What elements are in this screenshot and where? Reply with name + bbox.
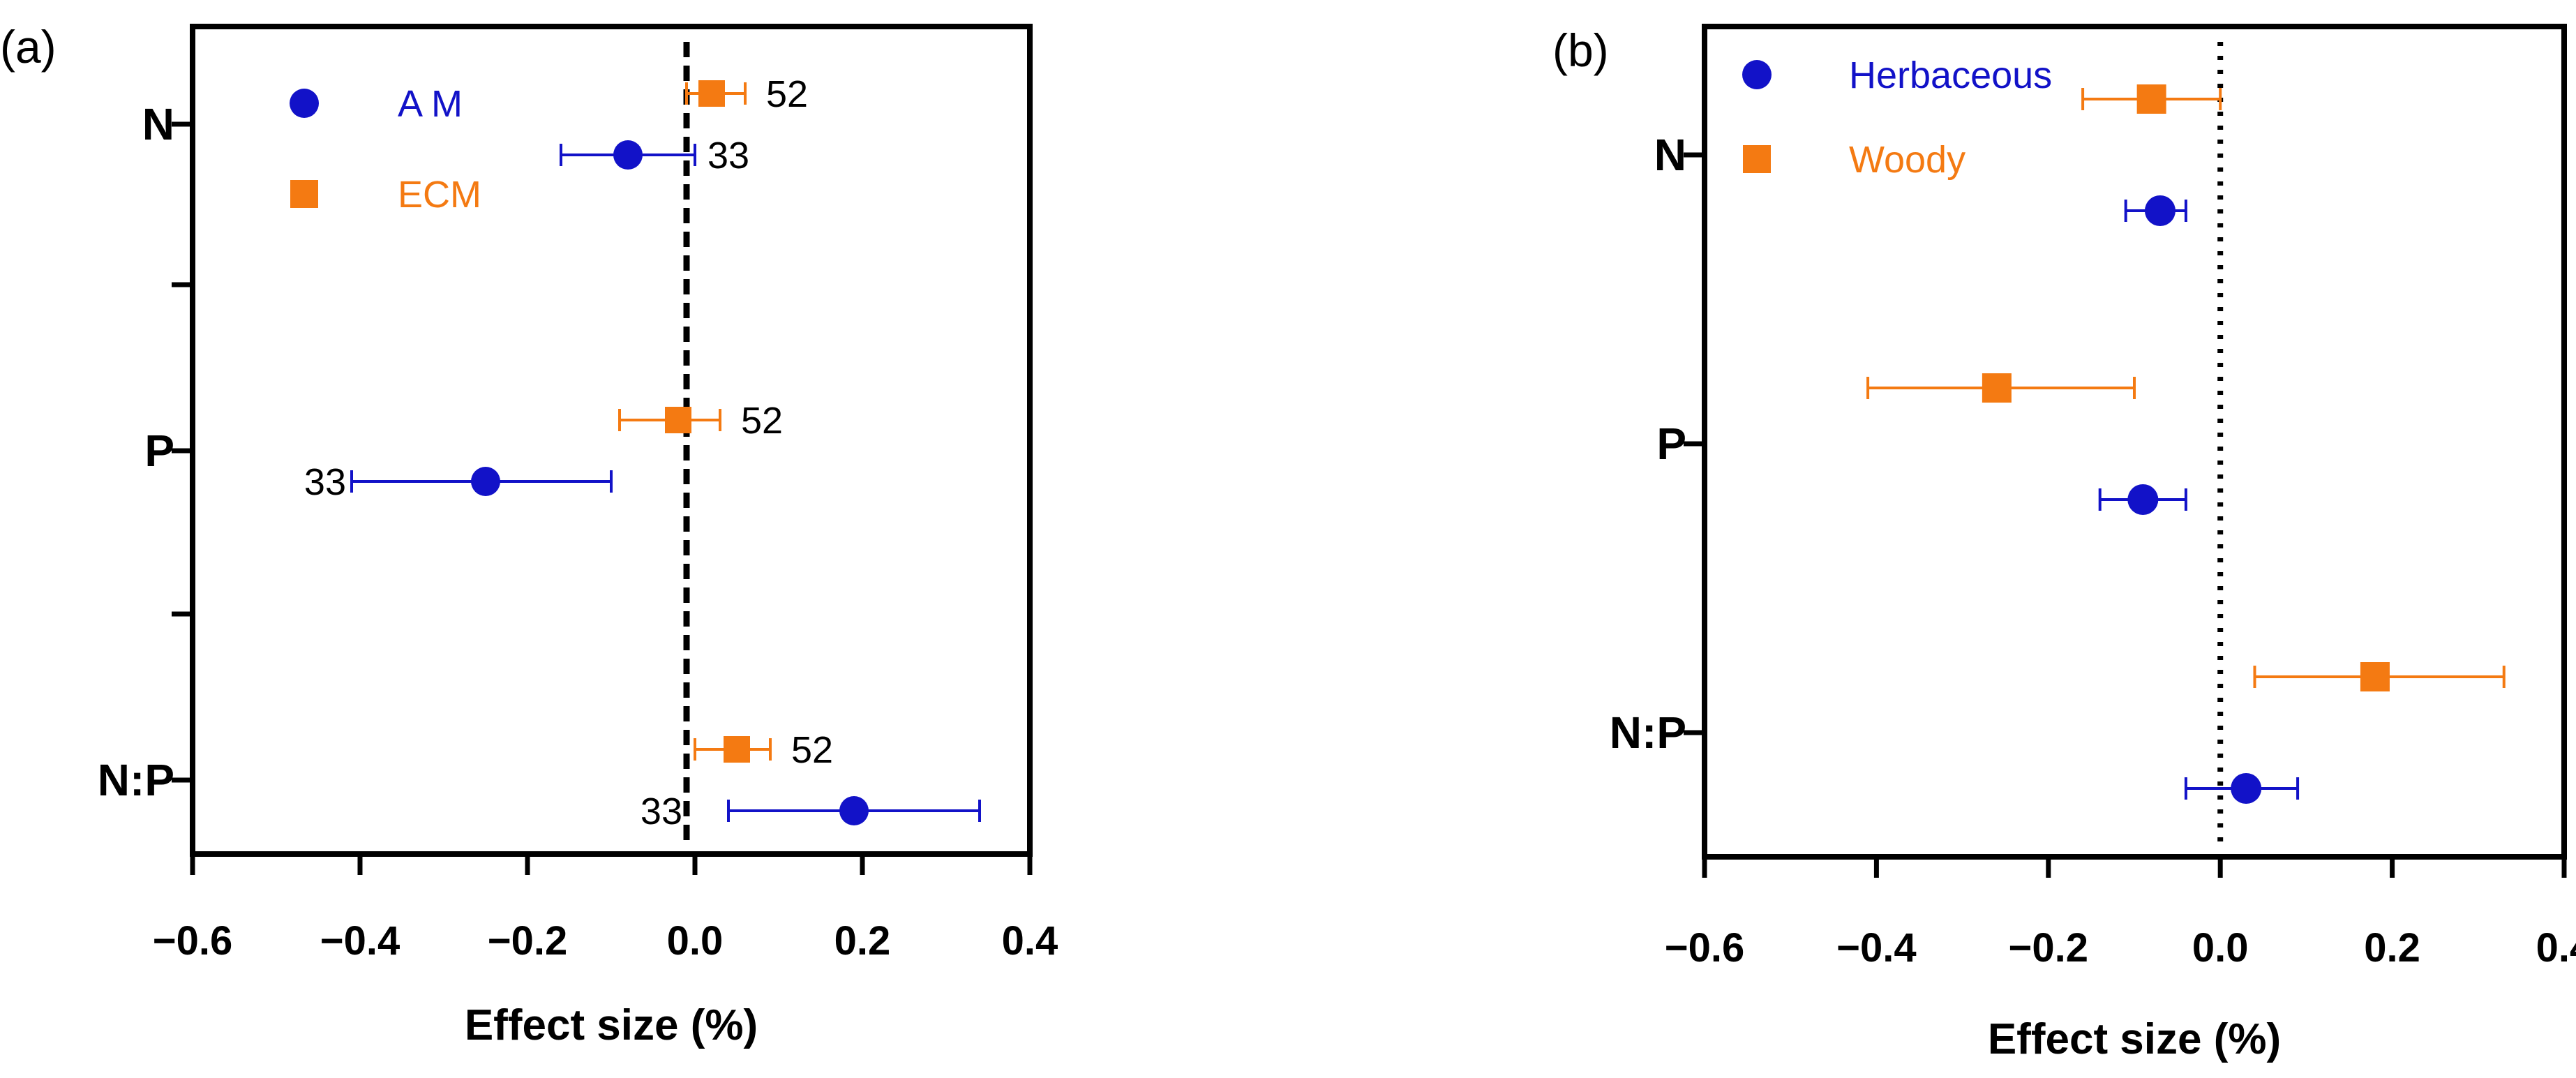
panel-b-x-tick-label: −0.2 xyxy=(2009,925,2089,971)
panel-a-x-tick-label: 0.2 xyxy=(834,918,891,964)
panel-b-x-tick-label: −0.4 xyxy=(1836,925,1917,971)
panel-a-point-marker xyxy=(724,736,750,763)
panel-a-legend-marker xyxy=(290,180,318,208)
panel-a-x-tick-label: 0.4 xyxy=(1002,918,1058,964)
panel-b-category-label: P xyxy=(1656,419,1686,469)
panel-b-x-tick-label: 0.4 xyxy=(2536,925,2576,971)
panel-b-plot-frame xyxy=(1702,24,2567,860)
panel-a-point-marker xyxy=(471,467,500,496)
panel-a-sample-size-label: 52 xyxy=(766,73,808,115)
panel-b-category-label: N xyxy=(1654,130,1686,180)
panel-b-point-marker xyxy=(2231,773,2262,804)
panel-a-panel-label: (a) xyxy=(0,21,57,73)
panel-a-point-marker xyxy=(698,80,725,107)
panel-a-x-tick-label: −0.6 xyxy=(153,918,233,964)
panel-a-point-marker xyxy=(665,407,691,433)
panel-b-x-tick-label: 0.2 xyxy=(2364,925,2420,971)
panel-a-category-label: N xyxy=(142,99,174,149)
panel-a-sample-size-label: 33 xyxy=(707,135,749,177)
panel-b-x-tick-label: −0.6 xyxy=(1665,925,1745,971)
panel-a-sample-size-label: 52 xyxy=(791,729,833,771)
panel-a-legend-label: ECM xyxy=(398,174,481,216)
panel-a-point-marker xyxy=(613,140,643,170)
panel-b-point-marker xyxy=(1982,373,2012,403)
panel-b-point-marker xyxy=(2127,484,2159,515)
panel-a-category-label: N:P xyxy=(98,755,174,805)
panel-a-plot-frame xyxy=(190,24,1033,857)
panel-a-x-tick-label: −0.4 xyxy=(320,918,400,964)
panel-a-sample-size-label: 52 xyxy=(741,400,783,442)
panel-b-legend-marker xyxy=(1743,145,1771,173)
panel-b-legend-label: Herbaceous xyxy=(1849,54,2052,96)
panel-a-sample-size-label: 33 xyxy=(304,461,346,503)
panel-a-category-label: P xyxy=(144,426,174,476)
panel-a-legend-label: A M xyxy=(398,83,463,125)
panel-a-x-tick-label: 0.0 xyxy=(667,918,724,964)
panel-b-point-marker xyxy=(2144,195,2176,226)
panel-b-category-label: N:P xyxy=(1610,708,1686,758)
panel-b-legend-label: Woody xyxy=(1849,139,1965,181)
panel-b-legend-marker xyxy=(1742,60,1772,89)
panel-b-panel-label: (b) xyxy=(1552,24,1609,76)
panel-a-sample-size-label: 33 xyxy=(641,791,682,832)
panel-a-point-marker xyxy=(839,796,869,825)
panel-a-x-tick-label: −0.2 xyxy=(488,918,568,964)
panel-b-point-marker xyxy=(2136,84,2166,114)
panel-b-x-axis-title: Effect size (%) xyxy=(1988,1015,2281,1063)
panel-b-x-tick-label: 0.0 xyxy=(2192,925,2249,971)
panel-a-legend-marker xyxy=(290,89,319,118)
panel-b-point-marker xyxy=(2360,662,2390,691)
panel-a-x-axis-title: Effect size (%) xyxy=(465,1001,758,1049)
